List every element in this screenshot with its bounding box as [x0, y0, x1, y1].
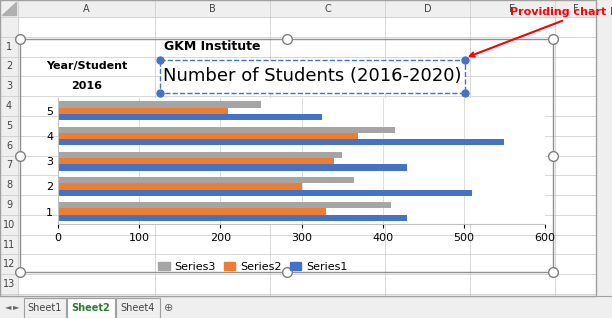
Bar [58, 158, 334, 164]
FancyBboxPatch shape [116, 298, 160, 318]
Text: Number of Students (2016-2020): Number of Students (2016-2020) [163, 67, 461, 85]
FancyBboxPatch shape [24, 298, 66, 318]
Text: 8: 8 [6, 180, 12, 190]
Bar [58, 190, 472, 196]
Bar [596, 0, 612, 296]
Text: Sheet1: Sheet1 [28, 303, 62, 313]
Text: Year/Student: Year/Student [46, 61, 127, 72]
Text: ⊕: ⊕ [164, 303, 174, 313]
Bar [58, 215, 407, 221]
Bar [58, 209, 326, 215]
Text: ◄: ◄ [5, 302, 11, 312]
Text: 2017: 2017 [71, 101, 102, 111]
Text: 11: 11 [3, 239, 15, 250]
Bar [58, 202, 391, 209]
Bar [58, 183, 302, 190]
Text: 1: 1 [6, 42, 12, 52]
Text: 4: 4 [6, 101, 12, 111]
Bar [58, 139, 504, 145]
Bar [58, 164, 407, 171]
Text: 2016: 2016 [71, 81, 102, 91]
Text: 12: 12 [3, 259, 15, 269]
Bar [0, 296, 612, 318]
Text: A: A [83, 3, 90, 13]
Bar [58, 101, 261, 107]
Legend: Series3, Series2, Series1: Series3, Series2, Series1 [154, 258, 351, 277]
Text: 3: 3 [6, 81, 12, 91]
Bar [58, 177, 354, 183]
Text: GKM Institute: GKM Institute [164, 40, 261, 53]
Text: ►: ► [13, 302, 19, 312]
Text: 13: 13 [3, 279, 15, 289]
Text: 2020: 2020 [71, 160, 102, 170]
Text: Sheet2: Sheet2 [72, 303, 110, 313]
Polygon shape [2, 2, 16, 15]
Bar [20, 39, 553, 272]
Bar [58, 114, 322, 120]
Text: 6: 6 [6, 141, 12, 151]
Text: 2018: 2018 [71, 121, 102, 131]
Text: 2019: 2019 [71, 141, 102, 151]
Text: F: F [573, 3, 578, 13]
Bar [58, 152, 342, 158]
Bar [0, 0, 18, 17]
Text: C: C [324, 3, 331, 13]
Text: 10: 10 [3, 220, 15, 230]
Bar [0, 0, 596, 17]
Text: E: E [509, 3, 515, 13]
FancyBboxPatch shape [67, 298, 115, 318]
Text: D: D [424, 3, 431, 13]
Bar [0, 0, 18, 296]
Text: 5: 5 [6, 121, 12, 131]
Bar [58, 133, 358, 139]
Text: 7: 7 [6, 160, 12, 170]
Text: Providing chart heading: Providing chart heading [470, 7, 612, 57]
Bar [58, 127, 395, 133]
Bar [160, 59, 465, 93]
Text: 9: 9 [6, 200, 12, 210]
Bar [58, 107, 228, 114]
Text: Sheet4: Sheet4 [121, 303, 155, 313]
Text: B: B [209, 3, 216, 13]
Text: 2: 2 [6, 61, 12, 72]
